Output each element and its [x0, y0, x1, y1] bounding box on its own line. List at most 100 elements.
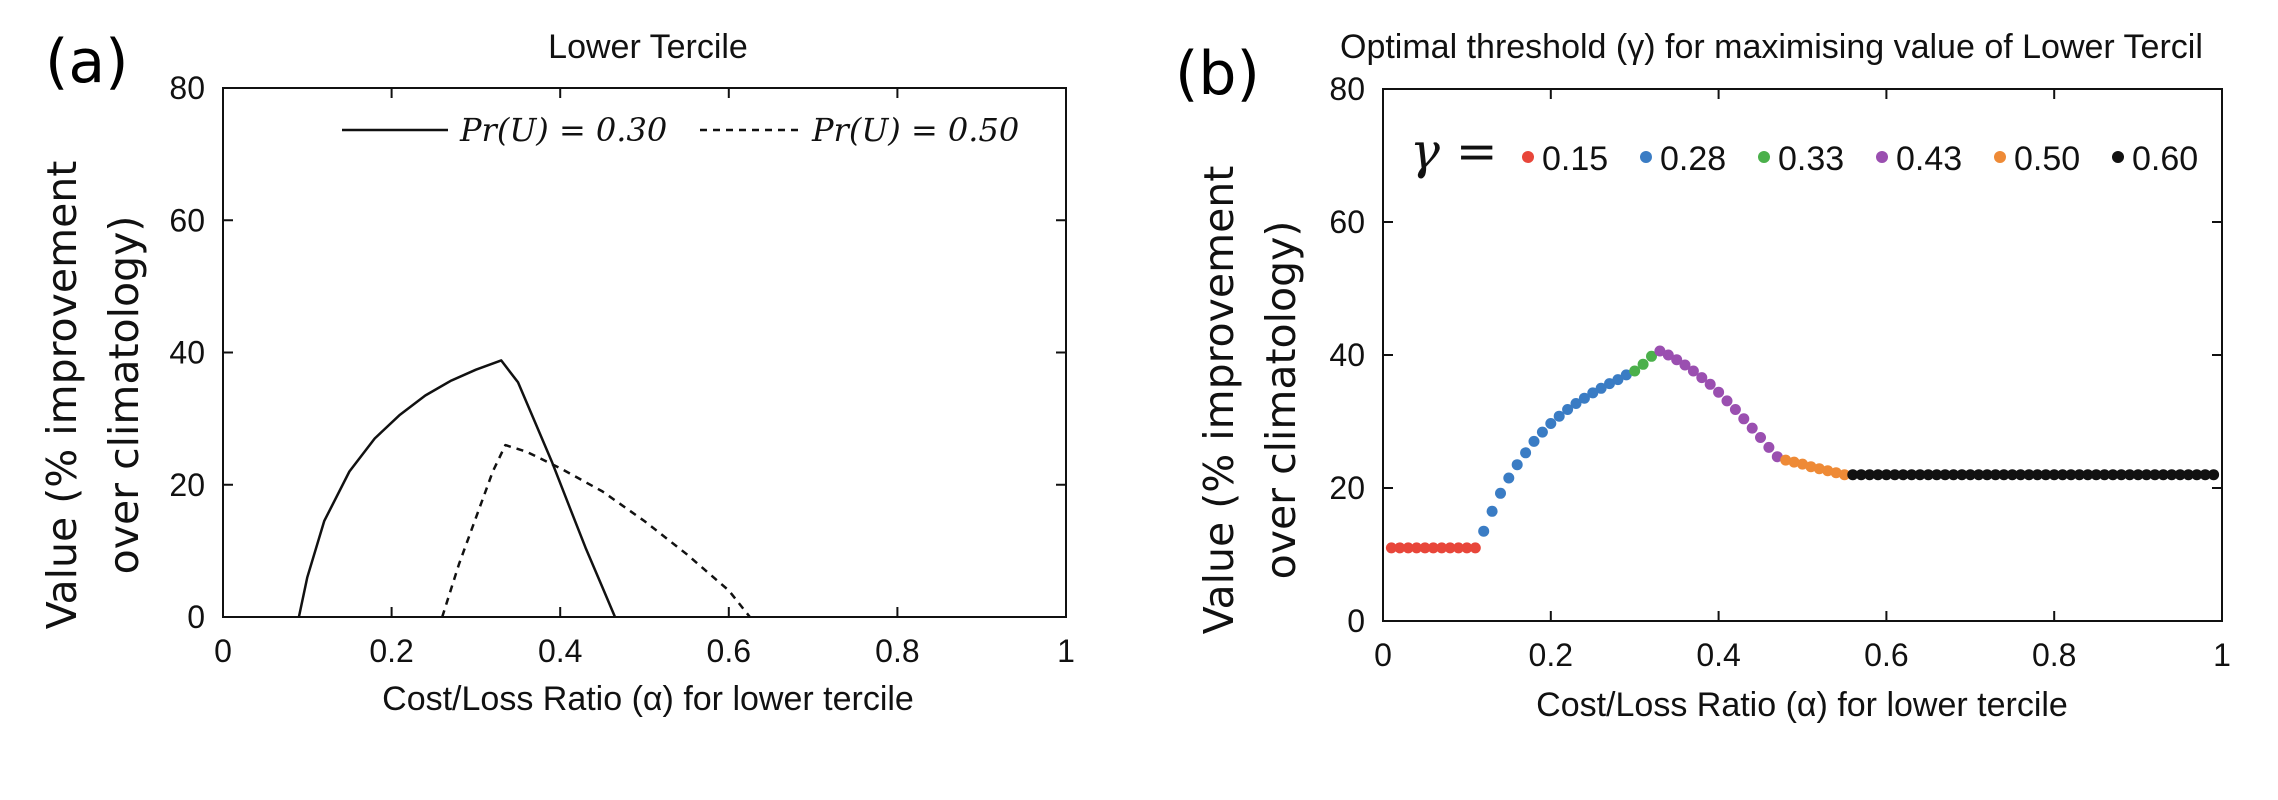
legend-label-4: 0.50	[2014, 140, 2080, 178]
data-point	[1436, 542, 1448, 554]
data-point	[1612, 374, 1624, 386]
panel-a-y-tick-label: 20	[169, 467, 205, 503]
panel-b-legend-items: 0.15 0.28 0.33 0.43 0.50 0.60	[1522, 140, 2198, 178]
panel-a-series-line-solid	[297, 359, 617, 618]
data-point	[1729, 404, 1741, 415]
panel-a-y-tick-label: 60	[169, 202, 205, 238]
data-point	[1964, 469, 1976, 481]
legend-entry-solid: Pr(U) = 0.30	[459, 111, 667, 149]
data-point	[1931, 469, 1943, 481]
panel-b-legend: γ = 0.15 0.28 0.33 0.43 0.50 0.60	[1410, 122, 2198, 180]
legend-label-1: 0.28	[1660, 140, 1726, 178]
data-point	[1771, 451, 1783, 463]
legend-marker-4	[1994, 151, 2006, 163]
panel-b-series-2	[1629, 350, 1657, 377]
data-point	[1872, 469, 1884, 481]
data-point	[1595, 382, 1607, 394]
panel-b-ticks: 0 0.2 0.4 0.6 0.8 1 0 20 40 60 80	[1329, 71, 2230, 673]
data-point	[1788, 456, 1800, 468]
data-point	[1495, 487, 1506, 499]
legend-marker-0	[1522, 151, 1534, 163]
data-point	[1629, 365, 1641, 377]
data-point	[2174, 469, 2186, 481]
data-point	[1721, 395, 1733, 407]
data-point	[1864, 469, 1876, 481]
data-point	[1478, 525, 1490, 537]
panel-a: (a) Lower Tercile Value (% improvement o…	[38, 27, 1075, 718]
panel-a-y-tick-label: 0	[187, 599, 205, 635]
data-point	[1654, 345, 1666, 357]
data-point	[2006, 469, 2018, 481]
data-point	[1553, 410, 1565, 422]
panel-a-series	[297, 359, 751, 618]
data-point	[1520, 447, 1532, 459]
data-point	[2149, 469, 2161, 481]
panel-a-x-tick-label: 0.8	[875, 633, 919, 669]
legend-marker-1	[1640, 151, 1652, 163]
panel-a-title: Lower Tercile	[548, 28, 748, 66]
legend-gamma-symbol: γ =	[1410, 122, 1498, 180]
data-point	[1587, 387, 1599, 399]
panel-b-y-tick-label: 0	[1347, 603, 1365, 639]
legend-label-2: 0.33	[1778, 140, 1844, 178]
data-point	[1646, 350, 1657, 362]
data-point	[1687, 365, 1699, 377]
panel-b-series-1	[1478, 369, 1632, 537]
data-point	[2115, 469, 2127, 481]
data-point	[1637, 358, 1649, 370]
data-point	[2031, 469, 2043, 481]
data-point	[2199, 469, 2211, 481]
data-point	[1604, 378, 1615, 390]
panel-a-x-tick-label: 0.4	[538, 633, 582, 669]
data-point	[1755, 432, 1766, 443]
data-point	[1427, 542, 1439, 554]
data-point	[1897, 469, 1909, 481]
data-point	[1922, 469, 1934, 481]
data-point	[1453, 542, 1464, 554]
data-point	[1570, 398, 1582, 409]
data-point	[1981, 469, 1993, 481]
data-point	[2023, 469, 2035, 481]
data-point	[1830, 467, 1842, 479]
data-point	[2157, 469, 2169, 481]
data-point	[1578, 392, 1590, 404]
data-point	[1671, 354, 1683, 366]
data-point	[1620, 369, 1632, 381]
panel-a-x-tick-label: 0.6	[707, 633, 751, 669]
panel-a-y-tick-label: 80	[169, 70, 205, 106]
panel-a-y-axis-label-line-2: over climatology)	[100, 216, 148, 575]
legend-entry-dashed: Pr(U) = 0.50	[811, 111, 1019, 149]
data-point	[1939, 469, 1951, 481]
panel-a-x-tick-label: 0	[214, 633, 232, 669]
panel-a-y-axis-label: Value (% improvement over climatology)	[38, 161, 148, 630]
data-point	[1839, 469, 1850, 481]
data-point	[1503, 472, 1515, 484]
panel-a-y-axis-label-line-1: Value (% improvement	[38, 161, 86, 630]
panel-b-x-tick-label: 0	[1374, 637, 1392, 673]
panel-a-y-tick-label: 40	[169, 335, 205, 371]
data-point	[2191, 469, 2203, 481]
data-point	[1948, 469, 1959, 481]
panel-b-x-axis-label: Cost/Loss Ratio (α) for lower tercile	[1536, 686, 2068, 724]
panel-a-label: (a)	[45, 27, 129, 97]
data-point	[1738, 413, 1750, 425]
data-point	[1855, 469, 1867, 481]
data-point	[2099, 469, 2110, 481]
data-point	[1780, 454, 1792, 466]
data-point	[1545, 418, 1557, 429]
panel-a-x-tick-label: 0.2	[369, 633, 413, 669]
data-point	[1704, 378, 1716, 390]
panel-b-x-tick-label: 0.8	[2032, 637, 2076, 673]
panel-b-x-tick-label: 0.4	[1696, 637, 1740, 673]
data-point	[1797, 458, 1808, 470]
panel-b-y-tick-label: 60	[1329, 204, 1365, 240]
panel-b-y-axis-label-line-2: over climatology)	[1257, 221, 1305, 580]
data-point	[1805, 461, 1817, 473]
legend-marker-5	[2112, 151, 2124, 163]
legend-marker-3	[1876, 151, 1888, 163]
data-point	[1998, 469, 2010, 481]
panel-b-title: Optimal threshold (γ) for maximising val…	[1340, 28, 2203, 66]
data-point	[1889, 469, 1901, 481]
data-point	[2182, 469, 2194, 481]
